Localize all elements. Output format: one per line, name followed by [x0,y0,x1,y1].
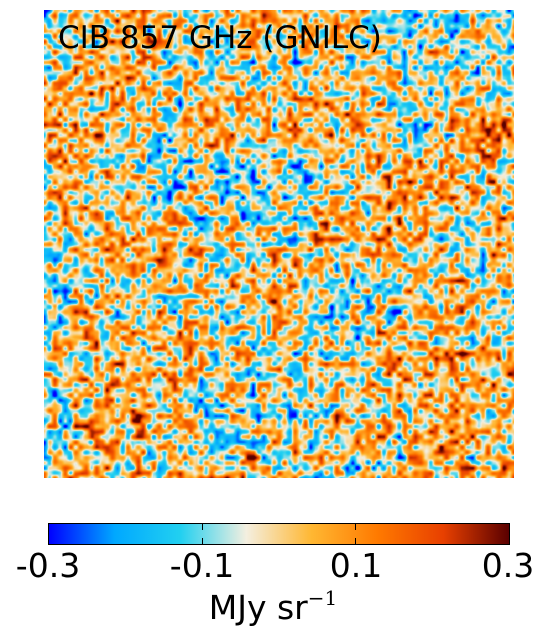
colorbar-unit-label: MJy sr−1 [209,588,337,628]
colorbar-tick-top-1 [202,524,204,530]
colorbar-tick-label-2: -0.1 [169,546,235,585]
colorbar-tick-top-2 [355,524,357,530]
colorbar [48,523,510,545]
colorbar-tick-bottom-2 [355,538,357,544]
unit-exponent: −1 [307,586,338,610]
colorbar-tick-label-max: 0.3 [481,546,535,585]
cib-sky-map: CIB 857 GHz (GNILC) [44,10,514,478]
unit-base: MJy sr [208,588,308,627]
colorbar-tick-label-min: -0.3 [15,546,81,585]
map-title: CIB 857 GHz (GNILC) [58,20,382,56]
sky-map-image [44,10,514,478]
colorbar-tick-bottom-1 [202,538,204,544]
colorbar-tick-label-3: 0.1 [329,546,383,585]
